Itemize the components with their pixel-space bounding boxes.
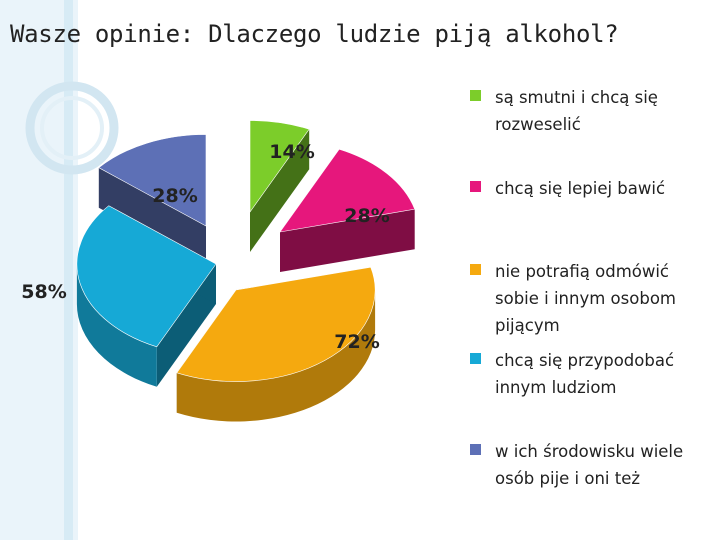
- legend-label-3: nie potrafią odmówić sobie i innym osobo…: [495, 262, 676, 335]
- left-accent-stripe: [64, 0, 73, 540]
- pie-slice-3: [176, 266, 376, 422]
- slide-title: Wasze opinie: Dlaczego ludzie piją alkoh…: [10, 20, 619, 48]
- slice-value-label-5: 28%: [152, 185, 197, 207]
- pie-slice-1-top: [249, 120, 310, 213]
- slice-value-label-3: 72%: [334, 331, 379, 353]
- decorative-ring-inner: [40, 96, 104, 160]
- pie-slice-5-top: [98, 134, 207, 227]
- pie-slice-5: [98, 134, 207, 266]
- pie-chart: 14% 28% 72% 58% 28%: [21, 120, 416, 422]
- legend-swatch-3: [470, 264, 481, 275]
- decorative-ring: [25, 81, 119, 175]
- slice-value-label-2: 28%: [344, 205, 389, 227]
- pie-slice-2: [279, 148, 416, 272]
- slice-value-label-4: 58%: [21, 281, 66, 303]
- pie-slice-1: [249, 120, 310, 252]
- pie-slice-5-edge-1: [98, 167, 206, 266]
- pie-slice-3-top: [176, 266, 376, 382]
- pie-slice-2-top: [279, 148, 416, 233]
- legend-swatch-5: [470, 444, 481, 455]
- legend-label-4: chcą się przypodobać innym ludziom: [495, 351, 675, 397]
- legend-label-2: chcą się lepiej bawić: [495, 179, 666, 198]
- pie-slice-3-side-1: [176, 290, 376, 422]
- pie-slice-2-edge-2: [280, 209, 415, 272]
- legend-label-5: w ich środowisku wiele osób pije i oni t…: [495, 442, 684, 488]
- legend-swatch-1: [470, 90, 481, 101]
- pie-slice-4: [76, 205, 217, 387]
- pie-slice-4-side-1: [76, 264, 157, 387]
- pie-slice-4-top: [76, 205, 217, 348]
- slice-value-label-1: 14%: [269, 141, 314, 163]
- legend-swatch-2: [470, 181, 481, 192]
- legend-label-1: są smutni i chcą się rozweselić: [495, 88, 658, 134]
- legend-swatch-4: [470, 353, 481, 364]
- pie-slice-1-edge-2: [250, 129, 310, 252]
